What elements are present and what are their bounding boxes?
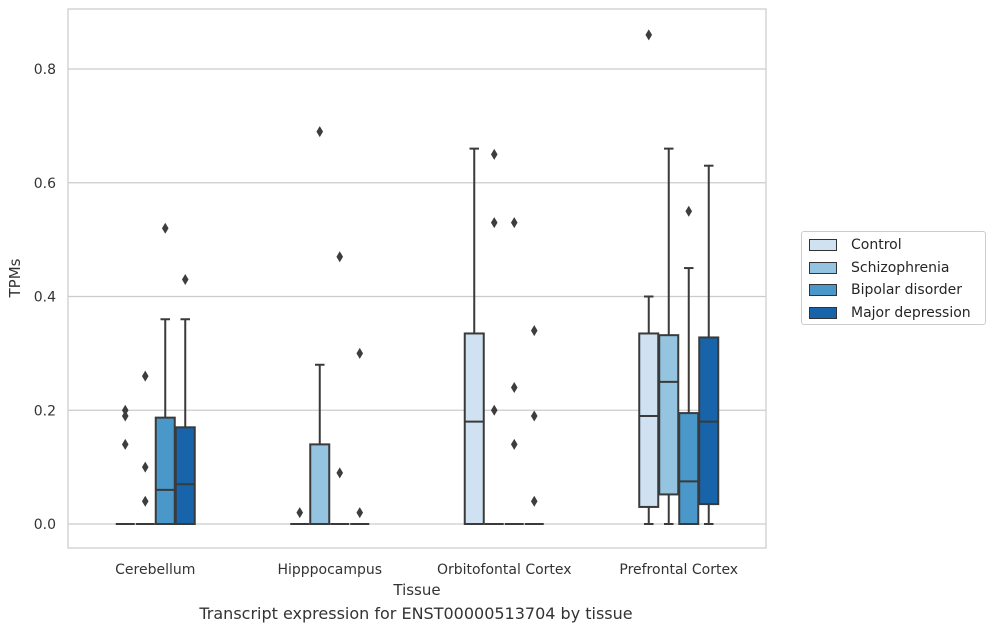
legend-item-schizophrenia: Schizophrenia (809, 258, 949, 278)
box-group (154, 222, 176, 525)
outlier-point (530, 325, 538, 337)
box (174, 426, 196, 525)
box-group (350, 347, 370, 525)
outlier-point (161, 222, 169, 234)
x-tick-label: Hipppocampus (277, 562, 382, 578)
x-tick-label: Cerebellum (115, 562, 195, 578)
box (658, 334, 680, 496)
box-group (290, 507, 310, 525)
legend-item-major-depression: Major depression (809, 303, 971, 323)
box-group (174, 273, 196, 525)
box (309, 443, 331, 525)
boxes (115, 29, 720, 525)
outlier-point (356, 507, 364, 519)
box (638, 332, 660, 508)
legend-swatch-control (809, 239, 837, 251)
y-axis-label: TPMs (6, 258, 24, 298)
box-group (115, 404, 135, 525)
outlier-point (530, 495, 538, 507)
outlier-point (121, 404, 129, 416)
legend-label-bipolar-disorder: Bipolar disorder (851, 282, 963, 298)
legend-label-control: Control (851, 237, 902, 253)
box-group (524, 325, 544, 525)
outlier-point (490, 404, 498, 416)
y-tick-label: 0.0 (34, 517, 56, 533)
outlier-point (141, 370, 149, 382)
y-tick-label: 0.2 (34, 403, 56, 419)
outlier-point (490, 217, 498, 229)
legend-swatch-major-depression (809, 307, 837, 319)
outlier-point (356, 347, 364, 359)
outlier-point (296, 507, 304, 519)
box-group (135, 370, 155, 525)
box-group (504, 217, 524, 525)
y-tick-labels: 0.0 0.2 0.4 0.6 0.8 (34, 62, 56, 533)
outlier-point (645, 29, 653, 41)
box-group (309, 126, 331, 525)
y-tick-label: 0.4 (34, 290, 56, 306)
legend-item-bipolar-disorder: Bipolar disorder (809, 280, 962, 300)
outlier-point (181, 273, 189, 285)
box (463, 332, 485, 525)
x-tick-label: Prefrontal Cortex (619, 562, 738, 578)
box (154, 416, 176, 525)
legend-swatch-schizophrenia (809, 262, 837, 274)
x-axis-label: Tissue (392, 581, 440, 599)
outlier-point (510, 217, 518, 229)
outlier-point (530, 410, 538, 422)
chart-title: Transcript expression for ENST0000051370… (199, 604, 633, 623)
outlier-point (336, 467, 344, 479)
outlier-point (336, 251, 344, 263)
legend-label-schizophrenia: Schizophrenia (851, 260, 950, 276)
outlier-point (141, 461, 149, 473)
outlier-point (510, 438, 518, 450)
legend-item-control: Control (809, 235, 902, 255)
outlier-point (141, 495, 149, 507)
outlier-point (490, 148, 498, 160)
outlier-point (510, 382, 518, 393)
x-tick-labels: Cerebellum Hipppocampus Orbitofontal Corte… (115, 562, 738, 578)
box-group (463, 147, 485, 525)
legend: Control Schizophrenia Bipolar disorder M… (801, 231, 986, 325)
box (678, 412, 700, 525)
legend-label-major-depression: Major depression (851, 305, 971, 321)
box-group (484, 148, 504, 525)
outlier-point (685, 205, 693, 217)
box-group (330, 251, 350, 525)
legend-swatch-bipolar-disorder (809, 284, 837, 296)
outlier-point (316, 126, 324, 138)
x-tick-label: Orbitofontal Cortex (437, 562, 572, 578)
y-tick-label: 0.6 (34, 176, 56, 192)
y-tick-label: 0.8 (34, 62, 56, 78)
outlier-point (121, 410, 129, 422)
outlier-point (121, 438, 129, 450)
box-group (698, 164, 720, 525)
